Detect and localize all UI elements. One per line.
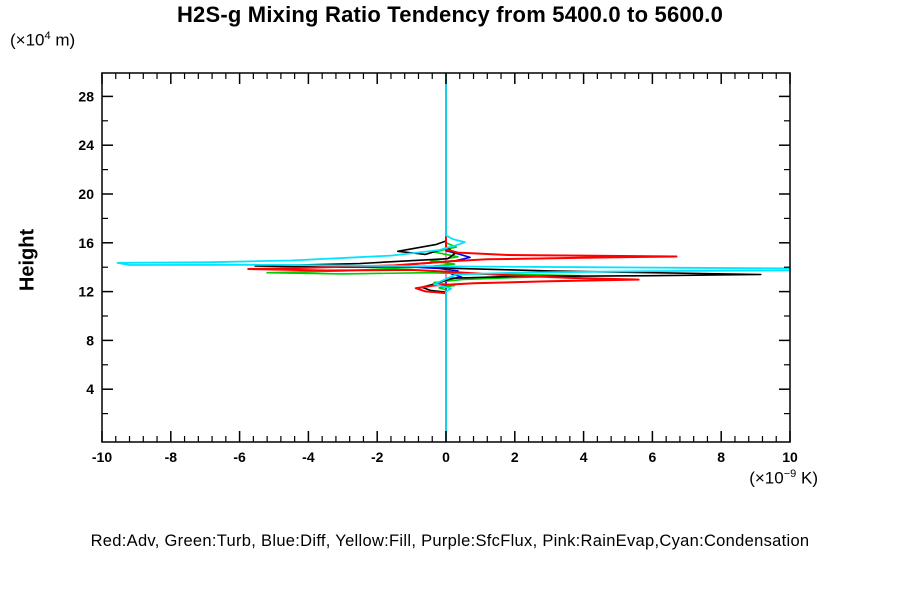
series-line-adv [247,73,678,442]
x-tick-label: 8 [717,449,725,465]
x-unit-exponent: −9 [783,468,797,480]
x-unit-suffix: K) [796,468,818,488]
x-tick-label: 6 [649,449,657,465]
x-tick-label: -2 [371,449,384,465]
x-tick-label: -10 [92,449,112,465]
x-tick-label: 2 [511,449,519,465]
series-line-diff [395,73,471,442]
y-tick-label: 16 [78,235,94,251]
x-tick-label: -4 [302,449,315,465]
y-axis-unit-label: (×104 m) [10,30,75,51]
series-line-turb [266,73,582,442]
y-tick-label: 20 [78,186,94,202]
series-line-black-unlabeled-total- [254,73,762,442]
series-line-condensation [116,73,791,442]
y-unit-suffix: m) [50,30,76,50]
x-tick-label: 0 [442,449,450,465]
y-tick-label: 8 [86,332,94,348]
y-tick-label: 28 [78,88,94,104]
x-tick-label: 4 [580,449,588,465]
x-unit-prefix: (×10 [749,468,784,488]
y-tick-label: 4 [86,381,94,397]
x-tick-label: -6 [233,449,246,465]
x-tick-label: 10 [782,449,798,465]
y-unit-prefix: (×10 [10,30,45,50]
y-unit-exponent: 4 [44,30,51,42]
x-axis-unit-label: (×10−9 K) [640,468,818,489]
x-tick-label: -8 [165,449,178,465]
series-color-legend: Red:Adv, Green:Turb, Blue:Diff, Yellow:F… [90,532,810,550]
y-tick-label: 24 [78,137,94,153]
chart-title: H2S-g Mixing Ratio Tendency from 5400.0 … [176,2,724,27]
y-tick-label: 12 [78,284,94,300]
